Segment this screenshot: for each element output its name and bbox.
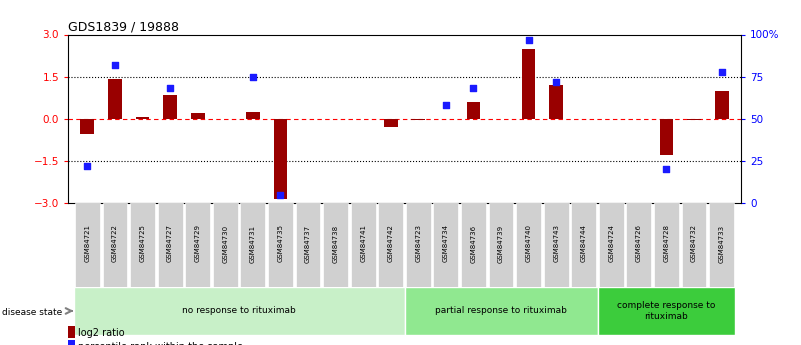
FancyBboxPatch shape	[682, 203, 706, 287]
Text: GSM84731: GSM84731	[250, 224, 256, 263]
Text: GSM84722: GSM84722	[112, 225, 118, 263]
FancyBboxPatch shape	[378, 203, 403, 287]
Text: GSM84740: GSM84740	[525, 225, 532, 263]
FancyBboxPatch shape	[240, 203, 265, 287]
Text: disease state: disease state	[2, 308, 62, 317]
Point	[549, 79, 562, 85]
Text: GSM84732: GSM84732	[691, 225, 697, 263]
FancyBboxPatch shape	[405, 287, 598, 335]
Text: GSM84735: GSM84735	[277, 225, 284, 263]
Text: GSM84738: GSM84738	[332, 224, 339, 263]
Bar	[714, 91, 729, 119]
FancyBboxPatch shape	[130, 203, 155, 287]
Point	[522, 37, 535, 42]
Bar	[659, 119, 674, 155]
Text: GSM84723: GSM84723	[415, 225, 421, 263]
Text: GSM84743: GSM84743	[553, 225, 559, 263]
FancyBboxPatch shape	[626, 203, 651, 287]
FancyBboxPatch shape	[433, 203, 458, 287]
Text: GSM84726: GSM84726	[636, 225, 642, 263]
Text: GSM84739: GSM84739	[498, 224, 504, 263]
Text: GSM84730: GSM84730	[222, 224, 228, 263]
Text: GSM84733: GSM84733	[718, 224, 725, 263]
FancyBboxPatch shape	[654, 203, 679, 287]
Bar	[466, 102, 481, 119]
Bar	[412, 119, 425, 120]
FancyBboxPatch shape	[74, 287, 405, 335]
Text: GDS1839 / 19888: GDS1839 / 19888	[68, 20, 179, 33]
FancyBboxPatch shape	[489, 203, 513, 287]
Text: GSM84729: GSM84729	[195, 225, 201, 263]
Bar	[191, 113, 204, 119]
Text: GSM84727: GSM84727	[167, 225, 173, 263]
Text: percentile rank within the sample: percentile rank within the sample	[78, 343, 243, 345]
Bar	[108, 79, 122, 119]
Bar	[549, 85, 563, 119]
Text: no response to rituximab: no response to rituximab	[182, 306, 296, 315]
Bar	[384, 119, 397, 127]
Bar	[521, 49, 536, 119]
FancyBboxPatch shape	[185, 203, 210, 287]
FancyBboxPatch shape	[709, 203, 734, 287]
Point	[247, 74, 260, 79]
Point	[467, 86, 480, 91]
Bar	[163, 95, 177, 119]
FancyBboxPatch shape	[406, 203, 431, 287]
FancyBboxPatch shape	[296, 203, 320, 287]
FancyBboxPatch shape	[599, 203, 624, 287]
Point	[163, 86, 176, 91]
Bar	[68, 326, 75, 338]
FancyBboxPatch shape	[516, 203, 541, 287]
Text: GSM84741: GSM84741	[360, 225, 366, 263]
FancyBboxPatch shape	[598, 287, 735, 335]
FancyBboxPatch shape	[213, 203, 238, 287]
FancyBboxPatch shape	[461, 203, 486, 287]
Bar	[246, 112, 260, 119]
Bar	[68, 340, 75, 345]
FancyBboxPatch shape	[323, 203, 348, 287]
Point	[715, 69, 728, 74]
Point	[440, 102, 453, 108]
Text: partial response to rituximab: partial response to rituximab	[435, 306, 567, 315]
Text: GSM84734: GSM84734	[443, 225, 449, 263]
Text: GSM84725: GSM84725	[139, 225, 146, 263]
Text: complete response to
rituximab: complete response to rituximab	[618, 301, 715, 321]
Text: GSM84728: GSM84728	[663, 225, 670, 263]
Bar	[135, 117, 150, 119]
Text: GSM84737: GSM84737	[305, 224, 311, 263]
Point	[81, 163, 94, 169]
FancyBboxPatch shape	[158, 203, 183, 287]
Bar	[687, 119, 701, 120]
Text: GSM84736: GSM84736	[470, 224, 477, 263]
Text: GSM84724: GSM84724	[608, 225, 614, 263]
Bar	[273, 119, 288, 199]
FancyBboxPatch shape	[351, 203, 376, 287]
FancyBboxPatch shape	[75, 203, 100, 287]
FancyBboxPatch shape	[268, 203, 293, 287]
Text: GSM84721: GSM84721	[84, 225, 91, 263]
FancyBboxPatch shape	[544, 203, 569, 287]
Text: GSM84742: GSM84742	[388, 225, 394, 263]
Text: GSM84744: GSM84744	[581, 225, 587, 263]
Text: log2 ratio: log2 ratio	[78, 328, 124, 338]
FancyBboxPatch shape	[103, 203, 127, 287]
FancyBboxPatch shape	[571, 203, 596, 287]
Bar	[80, 119, 95, 134]
Point	[660, 167, 673, 172]
Point	[274, 192, 287, 197]
Point	[109, 62, 122, 68]
